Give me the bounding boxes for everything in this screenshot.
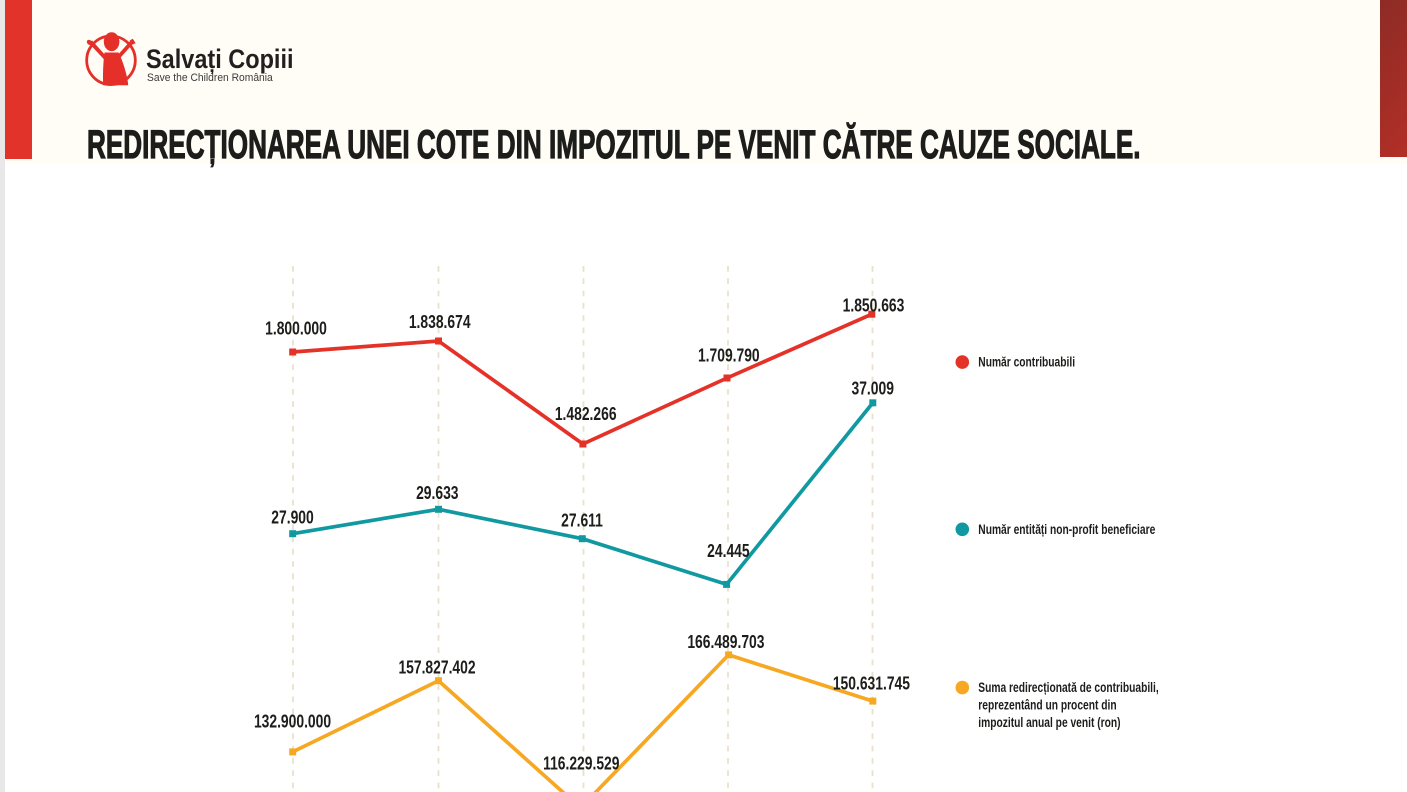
svg-text:37.009: 37.009 xyxy=(851,378,893,398)
svg-text:24.445: 24.445 xyxy=(707,541,749,561)
svg-text:116.229.529: 116.229.529 xyxy=(543,753,619,773)
svg-text:reprezentând un procent din: reprezentând un procent din xyxy=(978,697,1116,713)
svg-text:27.900: 27.900 xyxy=(271,508,313,528)
svg-text:1.709.790: 1.709.790 xyxy=(698,346,760,366)
svg-text:Număr contribuabili: Număr contribuabili xyxy=(978,354,1075,370)
svg-text:1.850.663: 1.850.663 xyxy=(843,296,905,316)
svg-text:1.482.266: 1.482.266 xyxy=(555,404,617,424)
svg-text:1.838.674: 1.838.674 xyxy=(409,312,471,332)
svg-text:27.611: 27.611 xyxy=(561,511,603,531)
svg-text:Număr entități non-profit bene: Număr entități non-profit beneficiare xyxy=(978,521,1155,537)
svg-text:1.800.000: 1.800.000 xyxy=(265,319,327,339)
svg-text:29.633: 29.633 xyxy=(416,483,458,503)
svg-text:150.631.745: 150.631.745 xyxy=(833,674,910,694)
svg-text:impozitul anual pe venit (ron): impozitul anual pe venit (ron) xyxy=(978,714,1120,730)
svg-text:132.900.000: 132.900.000 xyxy=(254,712,331,732)
svg-text:157.827.402: 157.827.402 xyxy=(398,657,475,677)
svg-text:Suma redirecționată de contrib: Suma redirecționată de contribuabili, xyxy=(978,680,1158,696)
svg-text:166.489.703: 166.489.703 xyxy=(687,632,764,652)
